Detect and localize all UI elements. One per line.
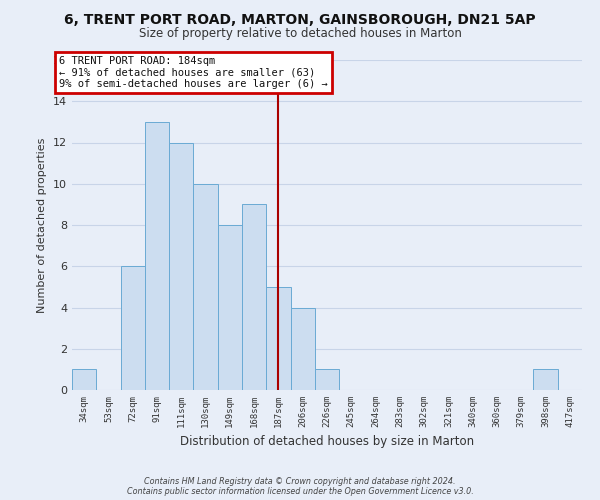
Y-axis label: Number of detached properties: Number of detached properties xyxy=(37,138,47,312)
Bar xyxy=(193,184,218,390)
Text: Contains HM Land Registry data © Crown copyright and database right 2024.
Contai: Contains HM Land Registry data © Crown c… xyxy=(127,476,473,496)
Bar xyxy=(315,370,339,390)
Bar xyxy=(121,266,145,390)
Text: Size of property relative to detached houses in Marton: Size of property relative to detached ho… xyxy=(139,28,461,40)
Text: 6 TRENT PORT ROAD: 184sqm
← 91% of detached houses are smaller (63)
9% of semi-d: 6 TRENT PORT ROAD: 184sqm ← 91% of detac… xyxy=(59,56,328,89)
Bar xyxy=(72,370,96,390)
Bar xyxy=(145,122,169,390)
X-axis label: Distribution of detached houses by size in Marton: Distribution of detached houses by size … xyxy=(180,436,474,448)
Bar xyxy=(290,308,315,390)
Bar xyxy=(266,287,290,390)
Text: 6, TRENT PORT ROAD, MARTON, GAINSBOROUGH, DN21 5AP: 6, TRENT PORT ROAD, MARTON, GAINSBOROUGH… xyxy=(64,12,536,26)
Bar xyxy=(218,225,242,390)
Bar xyxy=(169,142,193,390)
Bar xyxy=(242,204,266,390)
Bar xyxy=(533,370,558,390)
